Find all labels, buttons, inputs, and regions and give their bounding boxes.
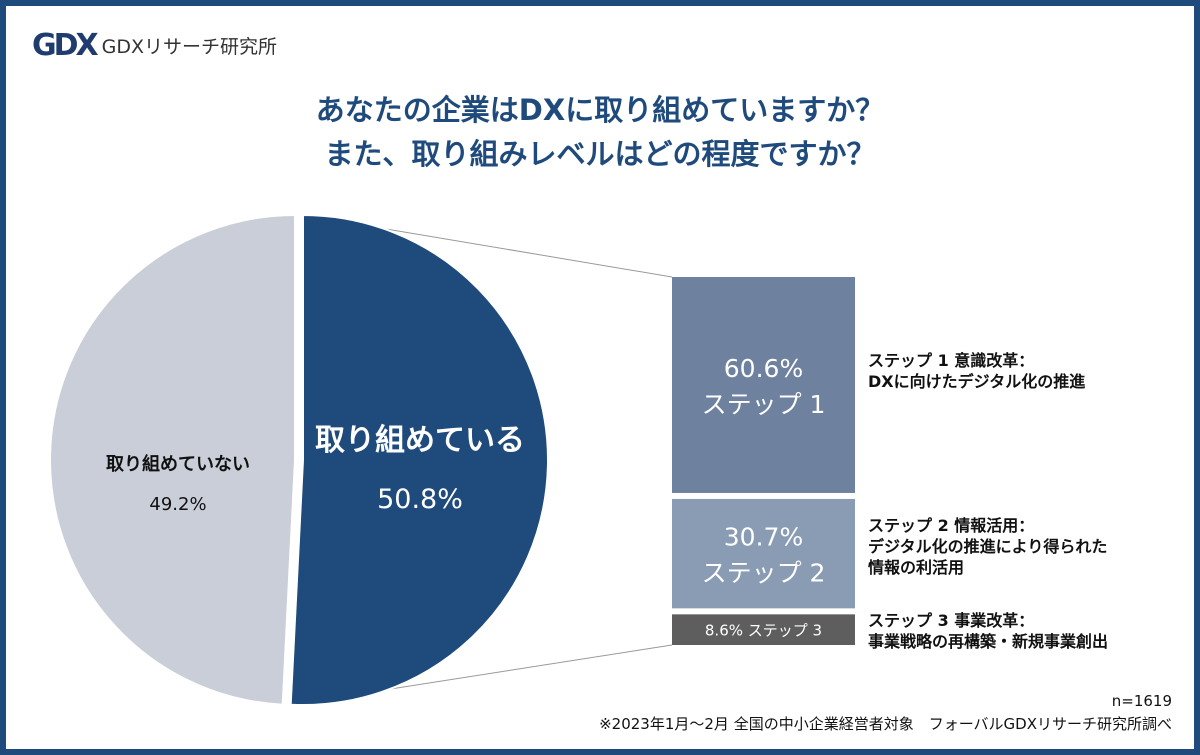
- pie-slice-not-doing: [48, 213, 296, 706]
- step-3-description: ステップ 3 事業改革： 事業戦略の再構築・新規事業創出: [868, 610, 1108, 652]
- description-title: ステップ 1 意識改革：: [868, 351, 1035, 370]
- bar-label-step-1: ステップ 1: [702, 390, 826, 419]
- chart-title: あなたの企業はDXに取り組めていますか？ また、取り組みレベルはどの程度ですか？: [0, 88, 1200, 176]
- pie-label-doing: 取り組めている: [315, 423, 525, 458]
- pie-slice-doing: [289, 213, 549, 706]
- pie-value-doing: 50.8%: [377, 484, 463, 515]
- bar-label-step-3: 8.6% ステップ 3: [705, 622, 822, 640]
- pie-value-not-doing: 49.2%: [149, 494, 206, 515]
- logo-text: GDXリサーチ研究所: [101, 36, 278, 58]
- title-line-2: また、取り組みレベルはどの程度ですか？: [324, 137, 876, 171]
- description-line: 情報の利活用: [868, 558, 965, 577]
- description-title: ステップ 3 事業改革：: [868, 611, 1035, 630]
- description-line: DXに向けたデジタル化の推進: [868, 372, 1086, 391]
- bar-value-step-1: 60.6%: [724, 354, 803, 383]
- bar-segment-step-1: [672, 277, 855, 493]
- bar-value-step-2: 30.7%: [724, 523, 803, 552]
- pie-label-not-doing: 取り組めていない: [106, 453, 250, 475]
- description-title: ステップ 2 情報活用：: [868, 516, 1035, 535]
- description-line: 事業戦略の再構築・新規事業創出: [868, 632, 1109, 651]
- bar-label-step-2: ステップ 2: [702, 559, 826, 588]
- step-2-description: ステップ 2 情報活用： デジタル化の推進により得られた 情報の利活用: [868, 515, 1107, 578]
- description-line: デジタル化の推進により得られた: [868, 537, 1108, 556]
- logo: GDX GDXリサーチ研究所: [32, 28, 277, 63]
- bar-segment-step-2: [672, 498, 855, 609]
- source-note: ※2023年1月～2月 全国の中小企業経営者対象 フォーバルGDXリサーチ研究所…: [599, 715, 1172, 733]
- sample-size: n=1619: [1111, 692, 1172, 710]
- logo-mark: GDX: [32, 28, 99, 63]
- step-1-description: ステップ 1 意識改革： DXに向けたデジタル化の推進: [868, 350, 1085, 392]
- bar-segment-step-3: [672, 614, 855, 645]
- title-line-1: あなたの企業はDXに取り組めていますか？: [315, 93, 885, 127]
